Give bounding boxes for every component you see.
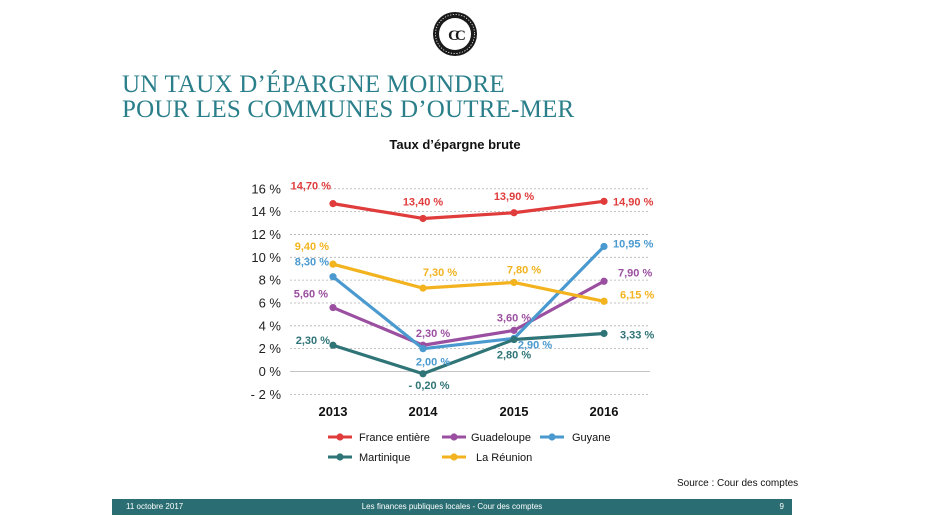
data-label: 5,60 % bbox=[294, 289, 328, 301]
footer-title: Les finances publiques locales - Cour de… bbox=[361, 502, 543, 511]
data-point bbox=[329, 273, 337, 281]
data-label: 2,00 % bbox=[416, 357, 450, 369]
x-tick-label: 2013 bbox=[319, 404, 348, 419]
data-label: 2,90 % bbox=[518, 339, 552, 351]
y-tick-label: 0 % bbox=[259, 364, 282, 379]
footer-bar: 11 octobre 2017 Les finances publiques l… bbox=[112, 499, 792, 515]
series-line bbox=[332, 199, 605, 221]
series-line bbox=[332, 279, 605, 347]
x-tick-label: 2015 bbox=[500, 404, 529, 419]
data-label: 2,80 % bbox=[497, 350, 531, 362]
x-tick-label: 2016 bbox=[590, 404, 619, 419]
data-label: 9,40 % bbox=[295, 241, 329, 253]
data-point bbox=[510, 278, 518, 287]
data-label: - 0,20 % bbox=[409, 380, 450, 392]
data-label: 3,33 % bbox=[620, 329, 654, 341]
legend-entry: Martinique bbox=[359, 452, 410, 464]
y-tick-label: 12 % bbox=[251, 227, 281, 242]
data-label: 13,40 % bbox=[403, 196, 444, 208]
chart-title: Taux d’épargne brute bbox=[389, 137, 521, 152]
data-label: 13,90 % bbox=[494, 191, 535, 203]
slide-title-line2: POUR LES COMMUNES D’OUTRE-MER bbox=[122, 96, 575, 123]
y-tick-label: 10 % bbox=[251, 250, 281, 265]
legend-entry: France entière bbox=[359, 432, 430, 444]
data-point bbox=[329, 200, 337, 208]
y-tick-label: 6 % bbox=[259, 295, 282, 310]
series-line bbox=[332, 245, 606, 351]
data-label: 14,70 % bbox=[291, 181, 332, 193]
y-tick-label: - 2 % bbox=[251, 387, 282, 402]
data-label: 3,60 % bbox=[497, 312, 531, 324]
y-tick-label: 4 % bbox=[259, 318, 282, 333]
data-label: 7,80 % bbox=[507, 264, 541, 276]
data-point bbox=[329, 303, 337, 312]
slide-title: UN TAUX D’ÉPARGNE MOINDRE POUR LES COMMU… bbox=[122, 72, 574, 122]
legend-entry: Guadeloupe bbox=[471, 432, 531, 444]
data-label: 2,30 % bbox=[416, 328, 450, 340]
data-label: 2,30 % bbox=[296, 335, 330, 347]
legend-entry: La Réunion bbox=[476, 452, 532, 464]
data-label: 7,30 % bbox=[423, 267, 457, 279]
y-tick-label: 14 % bbox=[251, 204, 281, 219]
data-point bbox=[510, 335, 518, 344]
y-tick-label: 16 % bbox=[251, 181, 281, 196]
slide-title-line1: UN TAUX D’ÉPARGNE MOINDRE bbox=[122, 71, 505, 98]
cour-des-comptes-seal-icon: CC bbox=[433, 12, 477, 56]
data-point bbox=[600, 242, 608, 251]
source-note: Source : Cour des comptes bbox=[677, 478, 799, 489]
footer-page-number: 9 bbox=[779, 502, 784, 511]
data-label: 6,15 % bbox=[620, 289, 654, 301]
y-tick-label: 2 % bbox=[259, 341, 282, 356]
data-point bbox=[510, 209, 518, 217]
data-point bbox=[600, 297, 608, 305]
y-tick-label: 8 % bbox=[259, 273, 282, 288]
legend-swatch-dot bbox=[336, 433, 344, 441]
legend-swatch-dot bbox=[450, 433, 458, 441]
series-line bbox=[332, 331, 605, 376]
data-label: 14,90 % bbox=[613, 196, 654, 208]
data-point bbox=[510, 326, 518, 334]
footer-date: 11 octobre 2017 bbox=[126, 502, 184, 511]
data-label: 7,90 % bbox=[618, 267, 652, 279]
data-point bbox=[419, 214, 427, 223]
data-point bbox=[419, 370, 427, 378]
data-point bbox=[600, 277, 608, 285]
data-point bbox=[329, 260, 337, 268]
legend-swatch-dot bbox=[450, 453, 458, 461]
data-point bbox=[419, 345, 427, 353]
legend-entry: Guyane bbox=[572, 432, 611, 444]
data-point bbox=[329, 341, 337, 349]
data-label: 8,30 % bbox=[295, 257, 329, 269]
data-point bbox=[419, 284, 427, 292]
data-label: 10,95 % bbox=[613, 238, 654, 250]
series-line bbox=[332, 262, 605, 303]
legend-swatch-dot bbox=[336, 453, 344, 461]
data-point bbox=[600, 197, 608, 205]
data-point bbox=[600, 329, 608, 338]
legend-swatch-dot bbox=[548, 433, 556, 441]
x-tick-label: 2014 bbox=[409, 404, 439, 419]
